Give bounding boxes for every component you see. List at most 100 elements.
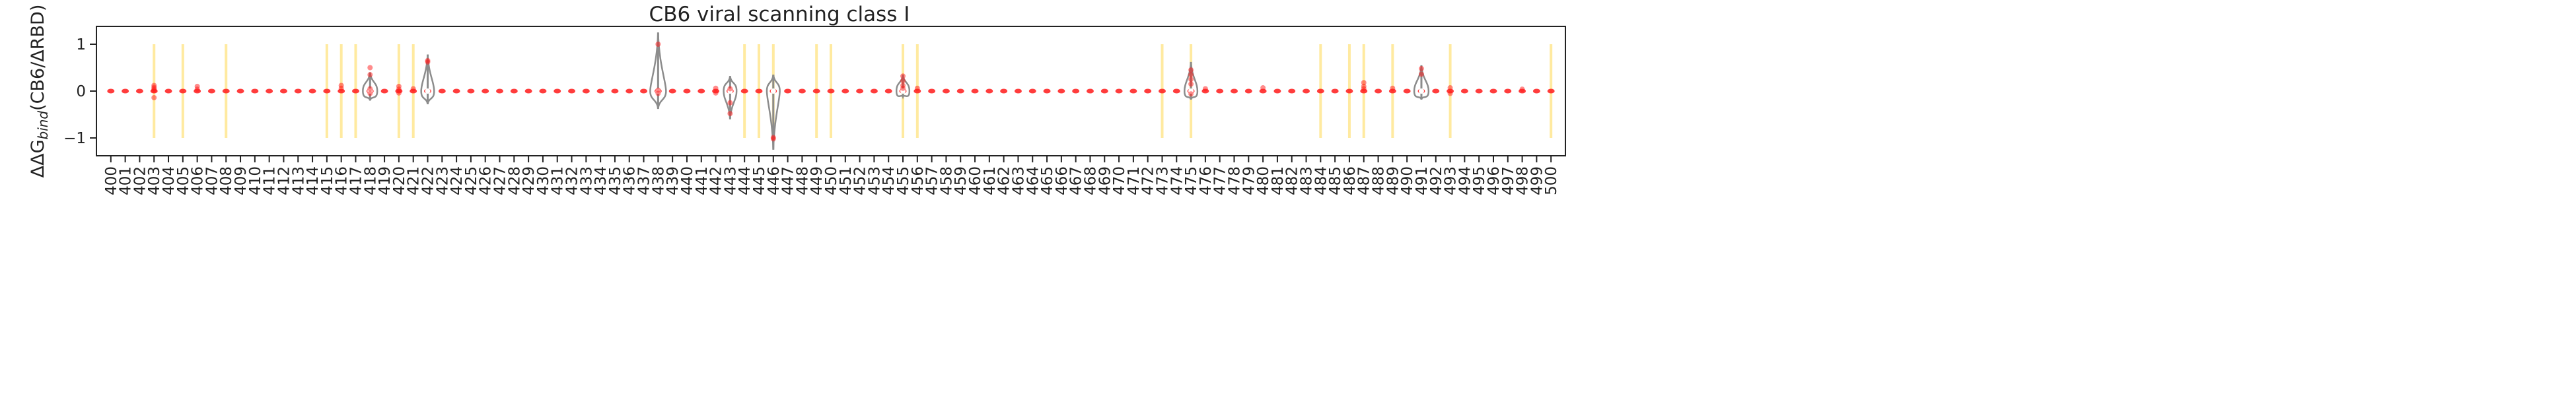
x-tick-label-447: 447	[780, 166, 797, 195]
baseline-point-439	[668, 88, 676, 94]
data-point-403-4	[151, 87, 157, 93]
x-tick-label-479: 479	[1240, 166, 1258, 195]
x-tick-label-496: 496	[1485, 166, 1503, 195]
x-axis: 4004014024034044054064074084094104114124…	[103, 156, 1560, 195]
baseline-point-486	[1345, 88, 1353, 94]
x-tick-label-488: 488	[1371, 166, 1388, 195]
data-point-418-12	[367, 90, 373, 96]
x-tick-label-432: 432	[564, 166, 581, 195]
y-tick-label-1: 1	[76, 36, 86, 53]
x-tick-label-466: 466	[1054, 166, 1071, 195]
y-axis: −1 0 1	[63, 36, 96, 147]
y-axis-label-subscript: bind	[35, 111, 51, 140]
data-point-493-48	[1447, 90, 1453, 96]
x-tick-label-445: 445	[751, 166, 768, 195]
baseline-point-441	[698, 88, 705, 94]
data-point-420-14	[396, 86, 402, 92]
baseline-point-449	[812, 88, 820, 94]
data-point-475-35	[1188, 72, 1194, 78]
x-tick-label-406: 406	[190, 166, 207, 195]
baseline-point-465	[1043, 88, 1051, 94]
data-point-446-28	[770, 136, 776, 142]
data-point-455-30	[900, 78, 906, 84]
baseline-points	[107, 88, 1555, 94]
data-point-403-2	[151, 94, 157, 100]
data-point-438-21	[655, 90, 661, 96]
baseline-point-453	[870, 88, 878, 94]
y-tick-label-0: 0	[76, 83, 86, 100]
data-point-475-37	[1188, 81, 1194, 87]
baseline-point-402	[135, 88, 143, 94]
data-point-487-41	[1361, 80, 1367, 86]
x-tick-label-400: 400	[103, 166, 120, 195]
baseline-point-432	[568, 88, 576, 94]
x-tick-label-426: 426	[478, 166, 495, 195]
baseline-point-415	[323, 88, 331, 94]
baseline-point-429	[524, 88, 532, 94]
baseline-point-452	[856, 88, 864, 94]
x-tick-label-490: 490	[1399, 166, 1416, 195]
data-point-420-15	[396, 90, 402, 96]
x-tick-label-475: 475	[1183, 166, 1200, 195]
baseline-point-482	[1288, 88, 1296, 94]
x-tick-label-410: 410	[247, 166, 264, 195]
violins	[362, 32, 1430, 150]
baseline-point-427	[496, 88, 504, 94]
baseline-point-464	[1028, 88, 1036, 94]
baseline-point-481	[1273, 88, 1281, 94]
x-tick-label-460: 460	[967, 166, 984, 195]
x-tick-label-472: 472	[1140, 166, 1157, 195]
x-tick-label-467: 467	[1068, 166, 1085, 195]
data-point-475-36	[1188, 77, 1194, 82]
baseline-point-428	[510, 88, 518, 94]
baseline-point-466	[1057, 88, 1065, 94]
baseline-point-426	[482, 88, 489, 94]
violin-443	[723, 76, 738, 119]
data-point-403-3	[151, 82, 157, 88]
x-tick-label-434: 434	[592, 166, 610, 195]
x-tick-label-482: 482	[1284, 166, 1301, 195]
data-point-489-44	[1390, 85, 1396, 91]
baseline-point-436	[626, 88, 633, 94]
baseline-point-434	[596, 88, 604, 94]
x-tick-label-429: 429	[520, 166, 538, 195]
x-tick-label-491: 491	[1413, 166, 1431, 195]
x-tick-label-478: 478	[1227, 166, 1244, 195]
baseline-point-405	[179, 88, 187, 94]
x-tick-label-498: 498	[1515, 166, 1532, 195]
baseline-point-471	[1129, 88, 1137, 94]
data-point-406-6	[194, 86, 200, 92]
baseline-point-479	[1244, 88, 1252, 94]
x-tick-label-412: 412	[275, 166, 293, 195]
x-tick-label-465: 465	[1039, 166, 1056, 195]
x-tick-label-454: 454	[880, 166, 898, 195]
y-axis-label-tail: (CB6/ΔRBD)	[28, 5, 48, 111]
x-tick-label-483: 483	[1299, 166, 1316, 195]
x-tick-label-495: 495	[1471, 166, 1488, 195]
baseline-point-400	[107, 88, 115, 94]
data-point-418-9	[367, 65, 373, 71]
x-tick-label-456: 456	[910, 166, 927, 195]
x-tick-label-457: 457	[924, 166, 941, 195]
x-tick-label-480: 480	[1255, 166, 1272, 195]
baseline-point-414	[308, 88, 316, 94]
data-point-443-25	[727, 111, 733, 117]
baseline-point-497	[1504, 88, 1512, 94]
baseline-point-462	[1000, 88, 1008, 94]
data-point-476-39	[1202, 86, 1208, 92]
data-point-422-18	[425, 59, 431, 65]
baseline-point-423	[438, 88, 446, 94]
x-tick-label-453: 453	[866, 166, 883, 195]
chart-title: CB6 viral scanning class I	[649, 3, 910, 26]
x-tick-label-408: 408	[218, 166, 235, 195]
violin-median-491	[1418, 88, 1424, 94]
x-tick-label-477: 477	[1212, 166, 1229, 195]
baseline-point-499	[1532, 88, 1540, 94]
baseline-point-472	[1144, 88, 1152, 94]
x-tick-label-401: 401	[118, 166, 135, 195]
baseline-point-454	[884, 88, 892, 94]
baseline-point-410	[251, 88, 259, 94]
x-tick-label-469: 469	[1096, 166, 1114, 195]
x-tick-label-415: 415	[319, 166, 336, 195]
